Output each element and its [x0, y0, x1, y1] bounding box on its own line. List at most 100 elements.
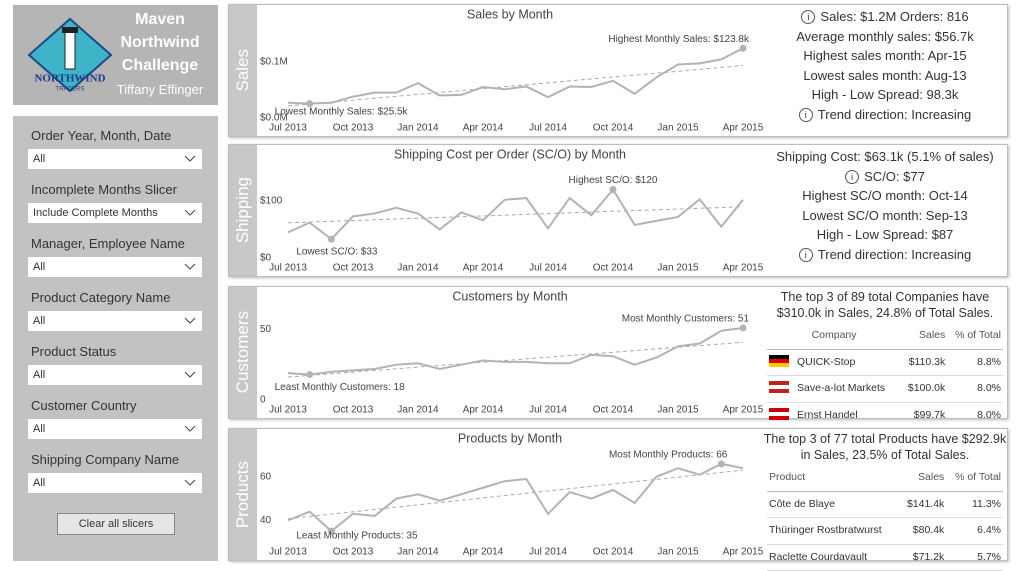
side-label: Products — [233, 460, 252, 529]
kpi-line: i Sales: $1.2M Orders: 816 — [763, 7, 1007, 27]
cell-text: $80.4k — [912, 524, 945, 536]
cell-text: Save-a-lot Markets — [797, 382, 886, 394]
slicer-value: All — [33, 153, 46, 165]
table-cell: Thüringer Rostbratwurst — [767, 517, 900, 545]
kpi-line: Lowest sales month: Aug-13 — [763, 66, 1007, 86]
table-cell: Ernst Handel — [767, 402, 902, 429]
y-tick-label: 40 — [260, 515, 272, 526]
header-cell: Sales — [899, 465, 947, 492]
trend-line — [287, 206, 744, 224]
slicer-value: Include Complete Months — [33, 207, 158, 219]
clear-button[interactable]: Clear all slicers — [57, 513, 175, 535]
header-cell: % of Total — [946, 465, 1003, 492]
slicer-label: Order Year, Month, Date — [31, 128, 172, 143]
kpi-panel: Shipping Cost: $63.1k (5.1% of sales) i SC… — [763, 147, 1007, 264]
slicer-value: All — [33, 315, 46, 327]
dropdown-arrow — [184, 371, 196, 378]
min-point — [306, 371, 314, 379]
min-label: Lowest SC/O: $33 — [296, 247, 378, 258]
slicer-dropdown[interactable]: All — [28, 473, 202, 493]
x-tick-label: Apr 2015 — [723, 123, 763, 134]
table-cell: QUICK-Stop — [767, 349, 902, 376]
max-point — [717, 460, 725, 468]
cell-text: $100.0k — [907, 382, 946, 394]
kpi-panel: i Sales: $1.2M Orders: 816 Average monthly… — [763, 7, 1007, 124]
logo-text: NORTHWIND — [34, 73, 105, 85]
table-cell: $100.0k — [901, 375, 948, 403]
slicer-dropdown[interactable]: All — [28, 419, 202, 439]
x-tick-label: Jul 2014 — [529, 263, 567, 274]
slicer-value: All — [33, 261, 46, 273]
kpi-line: Lowest SC/O month: Sep-13 — [763, 206, 1007, 226]
slicer-panel: Order Year, Month, Date All Incomplete Mon… — [13, 116, 218, 561]
kpi-text: Highest SC/O month: Oct-14 — [802, 188, 968, 203]
chart-title: Shipping Cost per Order (SC/O) by Month — [394, 147, 626, 161]
x-tick-label: Jul 2013 — [269, 405, 307, 416]
x-tick-label: Jan 2015 — [657, 405, 699, 416]
table-cell: $71.2k — [899, 544, 947, 571]
table-cell: $110.3k — [901, 349, 948, 376]
slicer-dropdown[interactable]: Include Complete Months — [28, 203, 202, 223]
flag-stripe — [769, 411, 789, 416]
header-cell: Company — [767, 323, 902, 350]
kpi-line: Highest SC/O month: Oct-14 — [763, 186, 1007, 206]
arrow — [184, 479, 196, 486]
slicer-dropdown[interactable]: All — [28, 311, 202, 331]
side-strip: Shipping — [229, 145, 257, 276]
table-caption: The top 3 of 89 total Companies have $31… — [776, 290, 994, 320]
dropdown-arrow — [184, 155, 196, 162]
logo: NORTHWIND TRADERS — [27, 17, 113, 93]
header-cell: Sales — [901, 323, 948, 350]
table-cell: 8.0% — [947, 375, 1003, 403]
y-tick-label: 50 — [260, 324, 272, 335]
kpi-line: High - Low Spread: 98.3k — [763, 85, 1007, 105]
x-tick-label: Oct 2014 — [593, 123, 634, 134]
x-tick-label: Jan 2015 — [657, 263, 699, 274]
arrow — [184, 425, 196, 432]
max-label: Highest SC/O: $120 — [569, 175, 658, 186]
table-header: Company Sales% of Total — [767, 323, 1003, 350]
header-cell: % of Total — [947, 323, 1003, 350]
chart-panel: Shipping Shipping Cost per Order (SC/O) b… — [228, 144, 1008, 277]
x-tick-label: Oct 2014 — [593, 263, 634, 274]
trend-line — [287, 64, 744, 107]
slicer-dropdown[interactable]: All — [28, 257, 202, 277]
max-label: Most Monthly Customers: 51 — [622, 314, 750, 325]
info-icon: i — [798, 107, 813, 122]
slicer-label: Manager, Employee Name — [31, 236, 185, 251]
cell-text: $71.2k — [912, 550, 945, 563]
line — [287, 47, 744, 105]
kpi-text: Shipping Cost: $63.1k (5.1% of sales) — [776, 149, 994, 164]
logo-text: TRADERS — [56, 87, 85, 93]
y-tick-label: $100 — [260, 196, 283, 207]
chart-title: Customers by Month — [452, 289, 567, 303]
x-tick-label: Jul 2013 — [269, 547, 307, 558]
table-row: Ernst Handel $99.7k 8.0% — [767, 402, 1003, 429]
header-cell: Product — [767, 465, 900, 492]
x-tick-label: Oct 2014 — [593, 547, 634, 558]
x-tick-label: Jan 2014 — [397, 547, 439, 558]
x-tick-label: Jan 2014 — [397, 263, 439, 274]
kpi-text: Highest sales month: Apr-15 — [803, 48, 967, 63]
arrow — [184, 263, 196, 270]
kpi-panel: The top 3 of 89 total Companies have $31… — [763, 289, 1007, 429]
author: Tiffany Effinger — [116, 82, 204, 97]
cell-text: 6.4% — [977, 524, 1001, 536]
y-tick-label: 0 — [260, 395, 266, 406]
x-tick-label: Apr 2015 — [723, 405, 763, 416]
table-cell: 6.4% — [946, 517, 1003, 545]
table-cell: 8.8% — [947, 349, 1003, 376]
x-tick-label: Jul 2014 — [529, 123, 567, 134]
slicer-dropdown[interactable]: All — [28, 149, 202, 169]
table-row: Raclette Courdavault $71.2k 5.7% — [767, 544, 1003, 571]
x-tick-label: Apr 2015 — [723, 547, 763, 558]
title: Maven Northwind Challenge — [105, 8, 215, 77]
x-tick-label: Jul 2013 — [269, 263, 307, 274]
title-line: Maven — [135, 11, 185, 28]
flag-stripe — [769, 389, 789, 393]
table-cell: 11.3% — [946, 491, 1003, 518]
slicer-dropdown[interactable]: All — [28, 365, 202, 385]
line — [287, 187, 744, 241]
info-icon: i — [798, 247, 813, 262]
slicer-label: Product Status — [31, 344, 117, 359]
